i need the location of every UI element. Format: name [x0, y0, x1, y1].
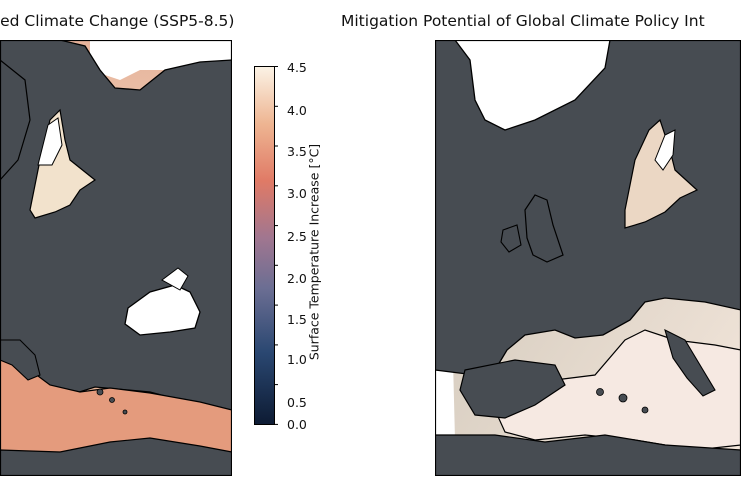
colorbar-tick-8: 4.0: [287, 103, 307, 118]
scandinavia-land: [0, 59, 31, 181]
italy-land: [0, 339, 41, 381]
colorbar-tick-4: 2.0: [287, 271, 307, 286]
right-panel-title: Mitigation Potential of Global Climate P…: [341, 12, 705, 30]
colorbar-label: Surface Temperature Increase [°C]: [306, 143, 322, 361]
italy: [664, 328, 716, 397]
north-africa: [435, 434, 741, 476]
projected-warming-map: [0, 40, 232, 476]
colorbar-tick-0: 0.0: [287, 417, 307, 432]
colorbar-tick-5: 2.5: [287, 229, 307, 244]
mitigation-potential-map: [435, 40, 741, 476]
black-sea: [124, 284, 201, 336]
colorbar-tick-2: 1.0: [287, 352, 307, 367]
sea-of-azov: [161, 267, 189, 291]
iberia: [459, 359, 566, 419]
colorbar: [254, 66, 278, 425]
gulf-of-bothnia: [37, 117, 63, 166]
colorbar-tick-9: 4.5: [287, 60, 307, 75]
left-panel-title: ted Climate Change (SSP5-8.5): [0, 12, 235, 30]
baltic-sea: [624, 118, 699, 229]
colorbar-tick-6: 3.0: [287, 186, 307, 201]
north-africa-land: [0, 437, 232, 476]
colorbar-tick-1: 0.5: [287, 395, 307, 410]
europe-land: [435, 40, 741, 376]
great-britain: [524, 194, 564, 263]
colorbar-tick-3: 1.5: [287, 312, 307, 327]
colorbar-tick-7: 3.5: [287, 144, 307, 159]
ireland: [500, 224, 522, 253]
